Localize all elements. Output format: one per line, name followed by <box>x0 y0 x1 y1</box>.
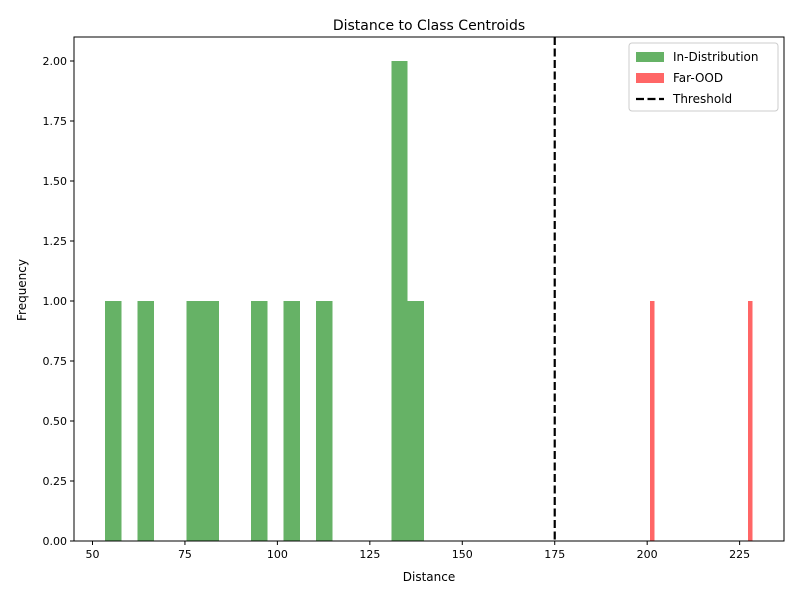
legend-swatch <box>636 73 664 83</box>
legend: In-Distribution Far-OOD Threshold <box>628 42 779 112</box>
histogram-bar <box>391 61 408 541</box>
y-tick-label: 0.00 <box>43 535 68 548</box>
histogram-bar <box>316 301 333 541</box>
y-tick-label: 2.00 <box>43 55 68 68</box>
legend-label: In-Distribution <box>673 50 758 64</box>
plot-area <box>105 37 753 541</box>
histogram-bar <box>202 301 219 541</box>
axes: 50 75 100 125 150 175 200 225 0.00 0.25 0.50 0.75 1.… <box>43 36 785 561</box>
y-tick-label: 0.50 <box>43 415 68 428</box>
plot-frame <box>73 36 785 542</box>
histogram-bar <box>137 301 154 541</box>
y-tick-label: 0.75 <box>43 355 68 368</box>
histogram-bar <box>105 301 122 541</box>
chart-title: Distance to Class Centroids <box>333 18 525 34</box>
x-tick-label: 50 <box>85 548 99 561</box>
x-tick-label: 100 <box>267 548 288 561</box>
x-tick-label: 75 <box>178 548 192 561</box>
histogram-bar <box>186 301 203 541</box>
legend-box <box>628 42 779 112</box>
histogram-bar <box>283 301 300 541</box>
histogram-bar <box>748 301 753 541</box>
x-tick-label: 125 <box>359 548 380 561</box>
y-tick-label: 1.00 <box>43 295 68 308</box>
x-tick-label: 200 <box>637 548 658 561</box>
histogram-bar <box>650 301 655 541</box>
y-axis-label: Frequency <box>15 259 29 321</box>
x-axis-label: Distance <box>403 570 455 584</box>
legend-swatch <box>636 52 664 62</box>
y-tick-label: 1.75 <box>43 115 68 128</box>
x-tick-label: 175 <box>544 548 565 561</box>
y-tick-label: 1.50 <box>43 175 68 188</box>
histogram-bar <box>251 301 268 541</box>
histogram-bar <box>407 301 424 541</box>
y-tick-label: 0.25 <box>43 475 68 488</box>
legend-label: Far-OOD <box>673 71 723 85</box>
x-tick-label: 150 <box>452 548 473 561</box>
y-tick-label: 1.25 <box>43 235 68 248</box>
legend-label: Threshold <box>672 92 732 106</box>
x-tick-label: 225 <box>729 548 750 561</box>
